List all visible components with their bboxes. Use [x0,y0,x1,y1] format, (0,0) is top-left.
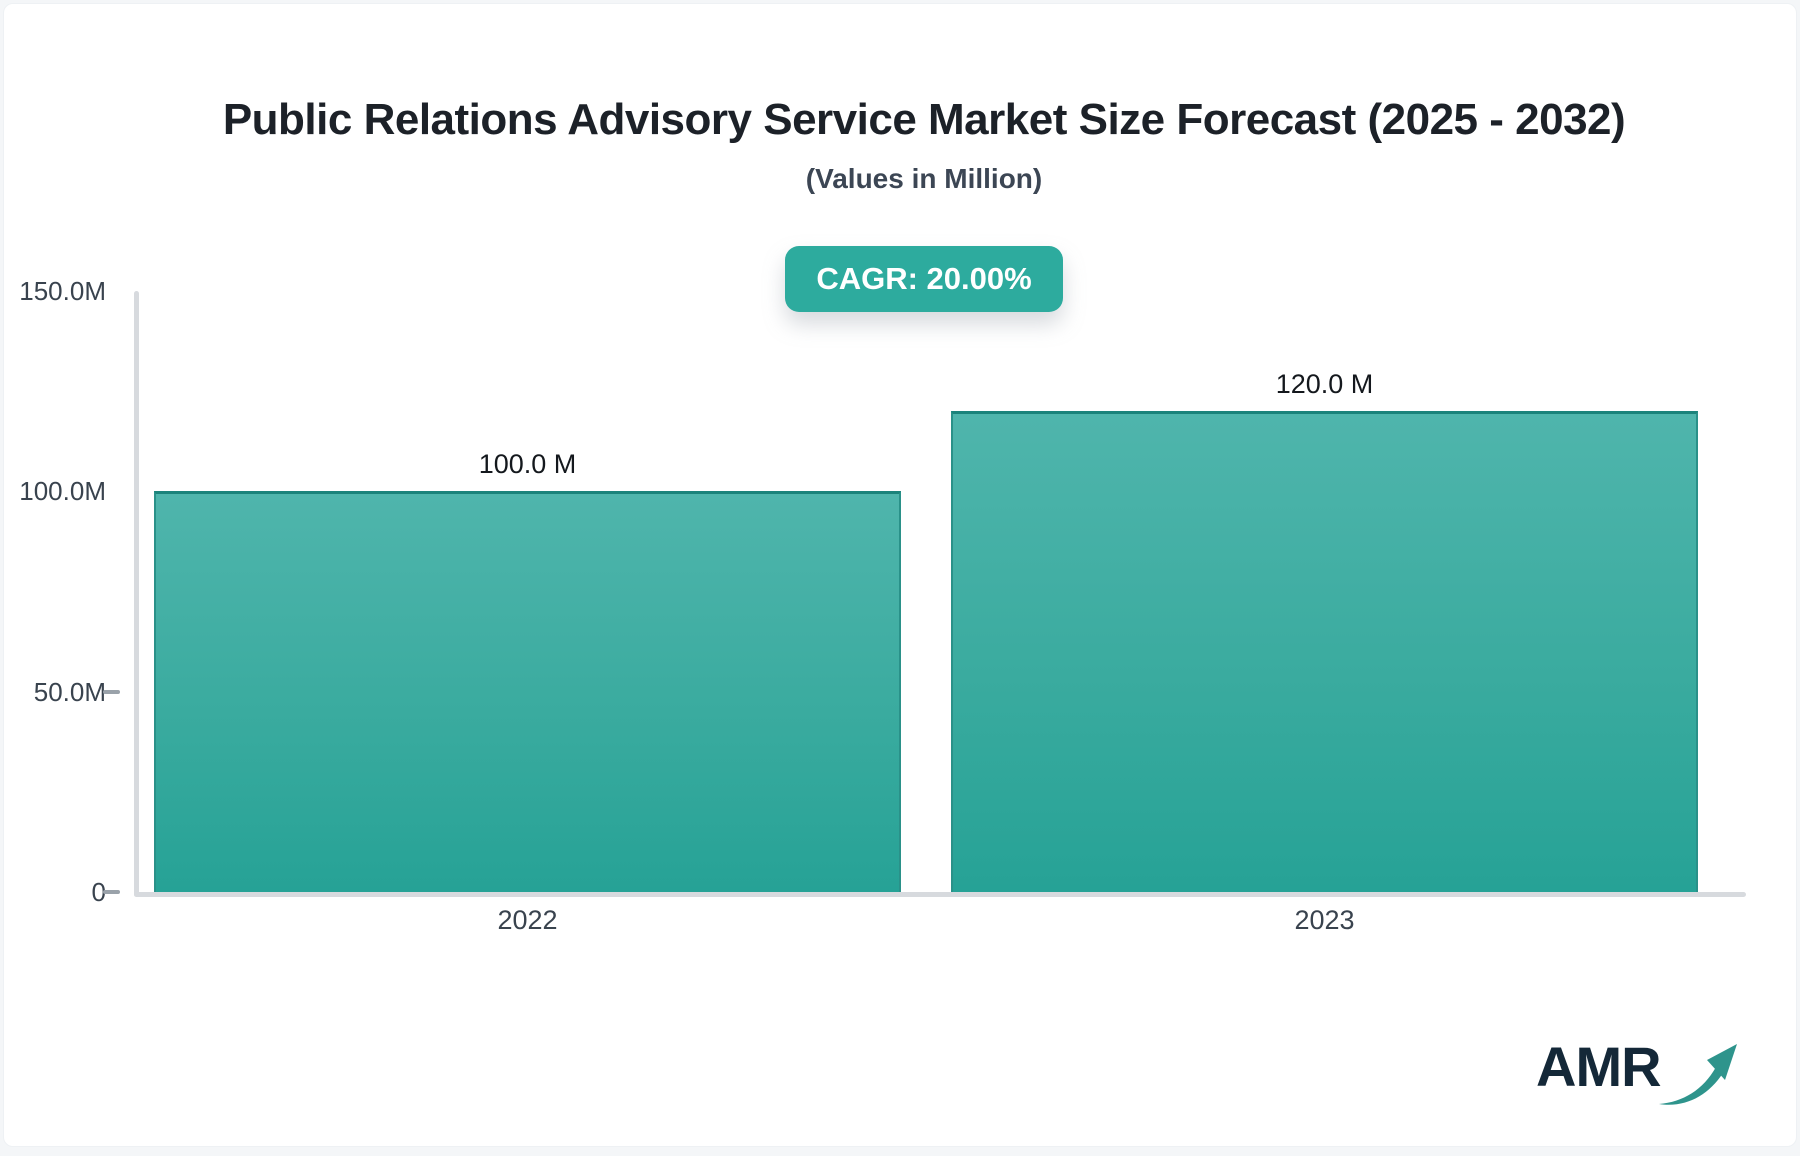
y-tick-mark [103,690,120,694]
x-axis-line [134,892,1746,897]
y-tick-label: 150.0M [19,276,106,306]
y-tick-mark [103,890,120,894]
amr-logo: AMR [1536,1036,1741,1115]
amr-logo-text: AMR [1536,1035,1662,1098]
bar-2022 [154,491,901,892]
growth-arrow-icon [1658,1036,1741,1115]
chart-header: Public Relations Advisory Service Market… [52,4,1796,312]
y-tick-label: 100.0M [19,476,106,506]
bar-value-label-2023: 120.0 M [1275,369,1374,399]
x-axis-label-2023: 2023 [1294,905,1355,935]
y-tick-label: 50.0M [33,677,106,707]
chart-subtitle: (Values in Million) [805,163,1043,194]
chart-title: Public Relations Advisory Service Market… [222,95,1626,144]
y-tick-label: 0 [91,877,106,907]
x-axis-label-2022: 2022 [497,905,558,935]
bar-value-label-2022: 100.0 M [478,449,577,479]
chart-card: Public Relations Advisory Service Market… [3,3,1797,1147]
y-axis-line [134,291,139,897]
cagr-badge: CAGR: 20.00% [785,246,1063,312]
bar-2023 [951,411,1698,892]
